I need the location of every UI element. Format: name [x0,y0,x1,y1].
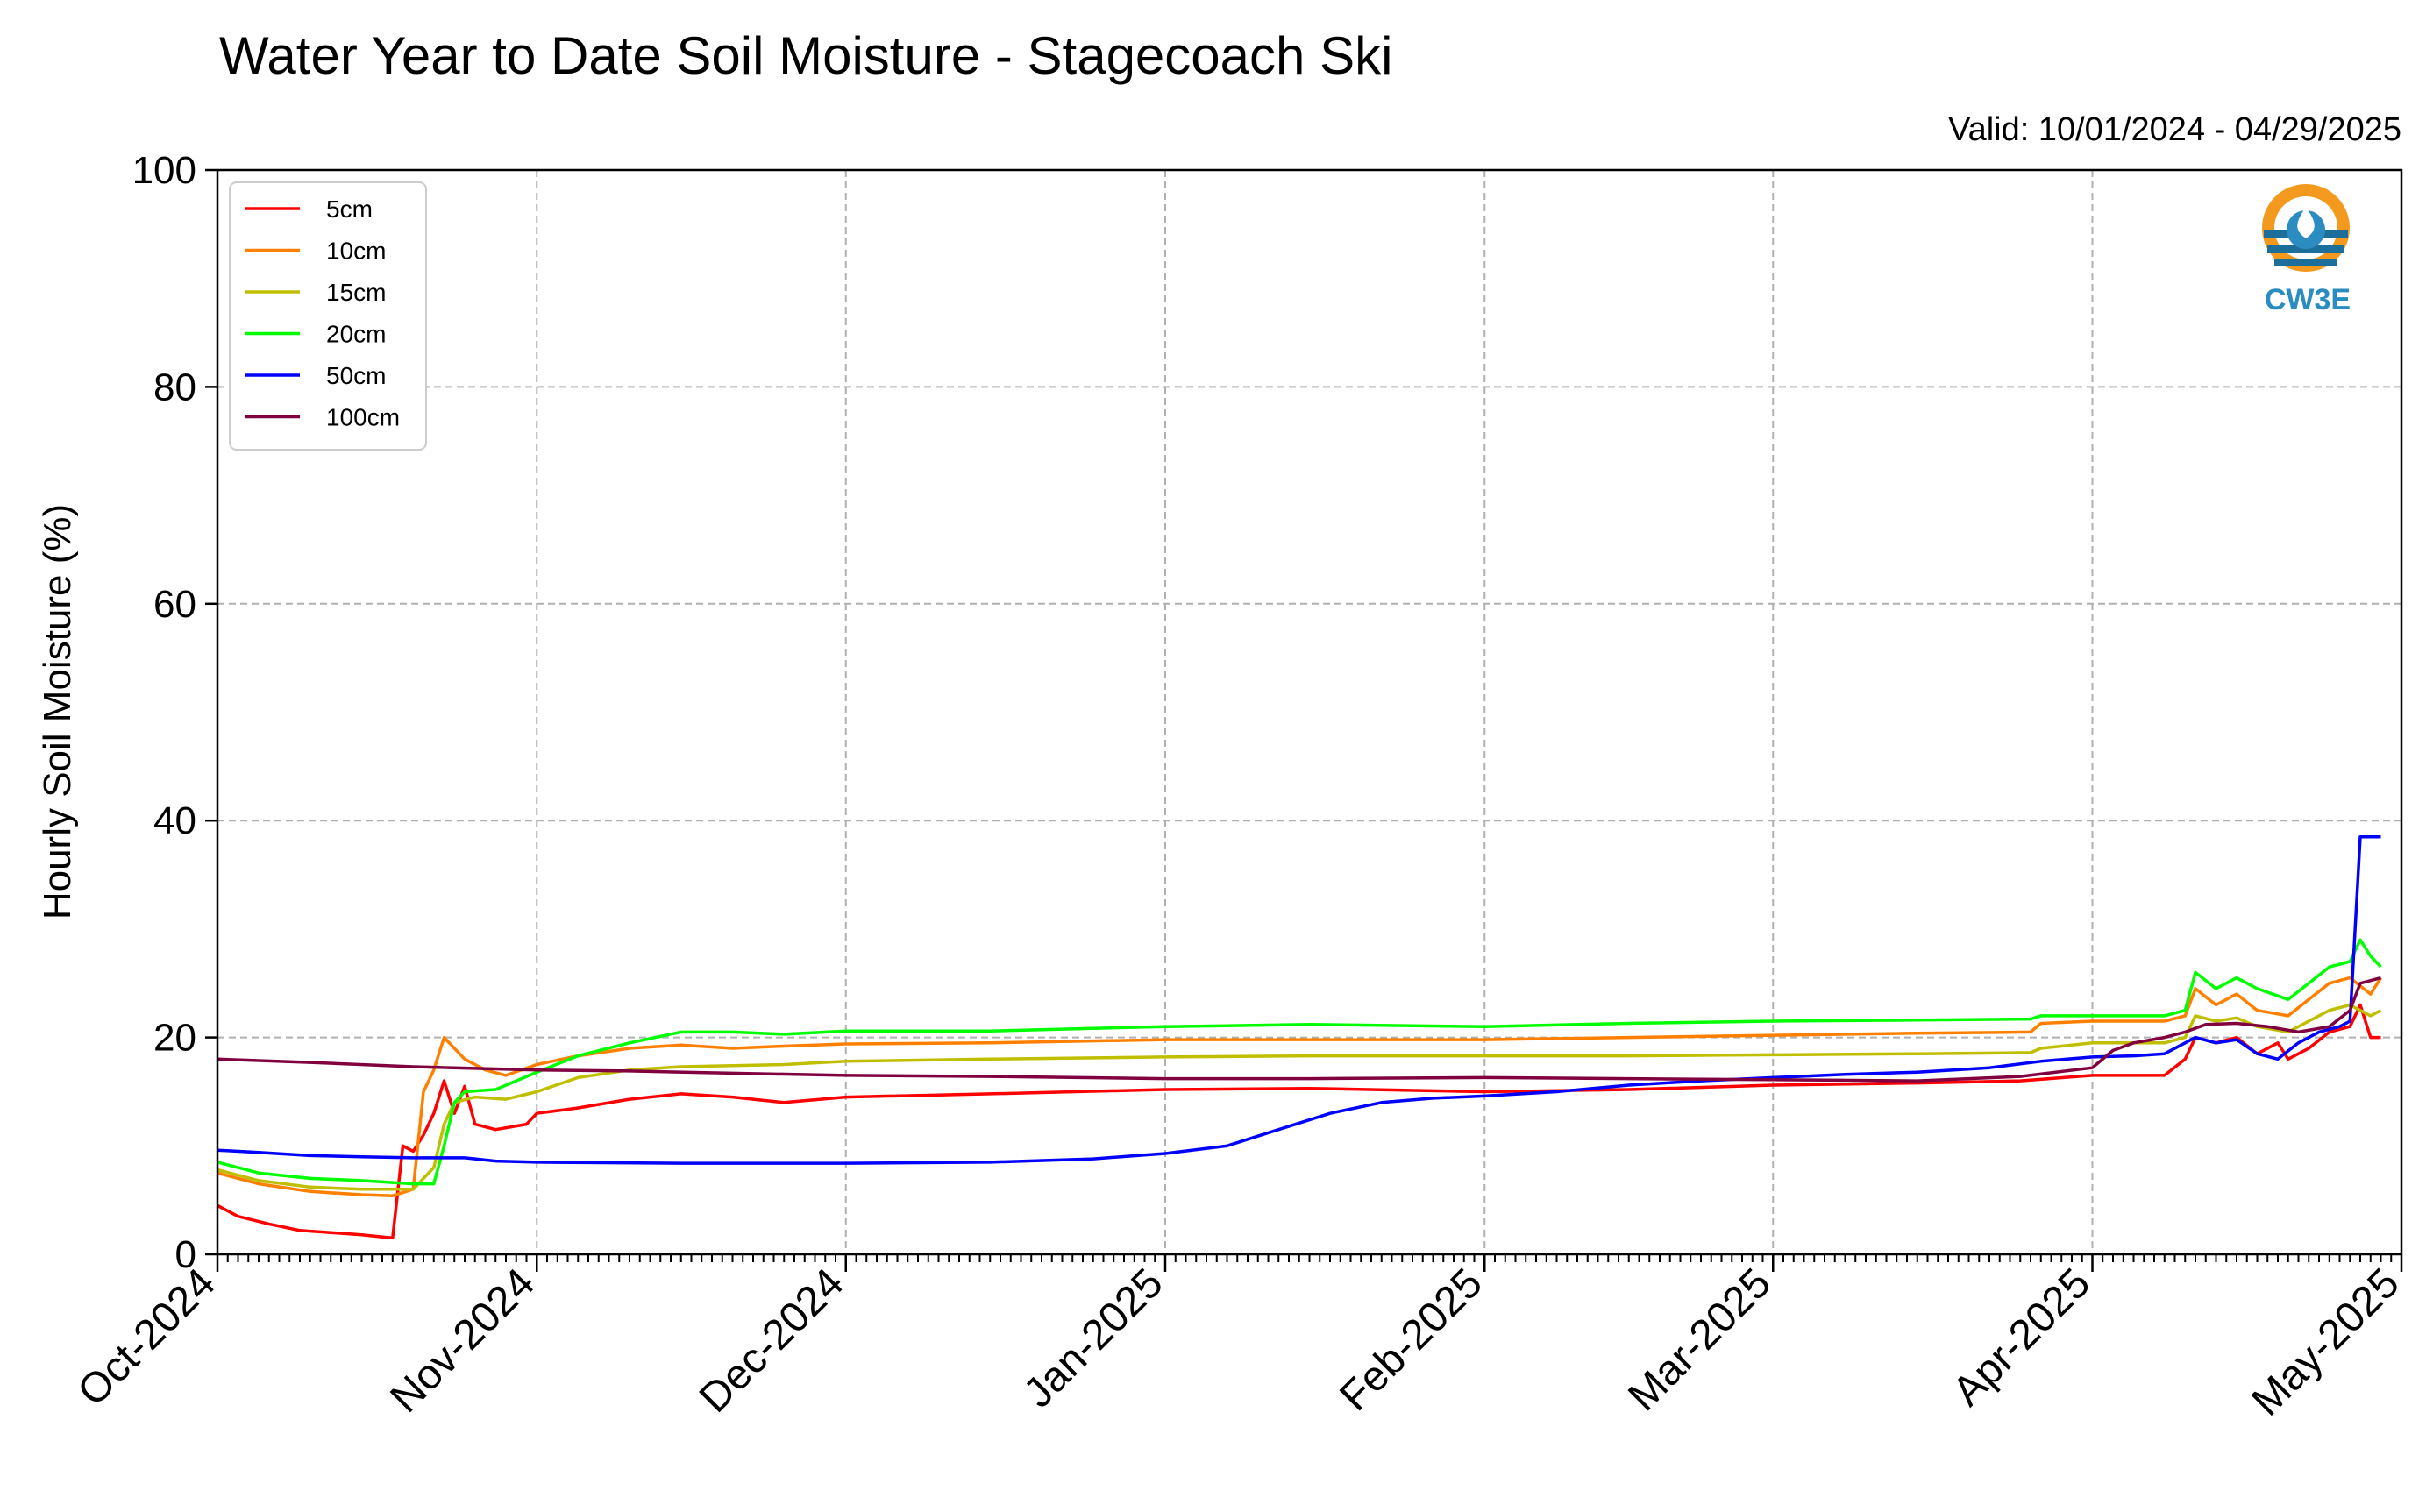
chart-title: Water Year to Date Soil Moisture - Stage… [219,26,1392,85]
y-tick-label: 100 [132,149,196,192]
series-lines [217,835,2382,1240]
legend-label: 20cm [326,321,386,348]
y-tick-label: 80 [153,366,196,408]
series-line-100cm [217,976,2381,1083]
y-tick-label: 60 [153,583,196,626]
chart-subtitle: Valid: 10/01/2024 - 04/29/2025 [1948,111,2401,148]
legend-label: 50cm [326,362,386,389]
y-tick-label: 20 [153,1017,196,1060]
logo-text: CW3E [2265,283,2351,316]
cw3e-logo: CW3E [2262,184,2351,316]
y-axis-label: Hourly Soil Moisture (%) [36,504,79,919]
y-tick-label: 40 [153,799,196,842]
series-line-50cm [217,835,2381,1165]
series-line-20cm [217,938,2382,1186]
legend-label: 10cm [326,238,386,265]
y-tick-label: 0 [175,1233,196,1276]
legend-label: 100cm [326,404,400,431]
series-line-5cm [217,1003,2381,1240]
series-line-10cm [217,976,2382,1197]
legend-label: 15cm [326,279,386,306]
grid-lines [217,170,2401,1254]
legend-label: 5cm [326,195,373,223]
legend: 5cm 10cm 15cm 20cm 50cm 100cm [229,181,427,451]
